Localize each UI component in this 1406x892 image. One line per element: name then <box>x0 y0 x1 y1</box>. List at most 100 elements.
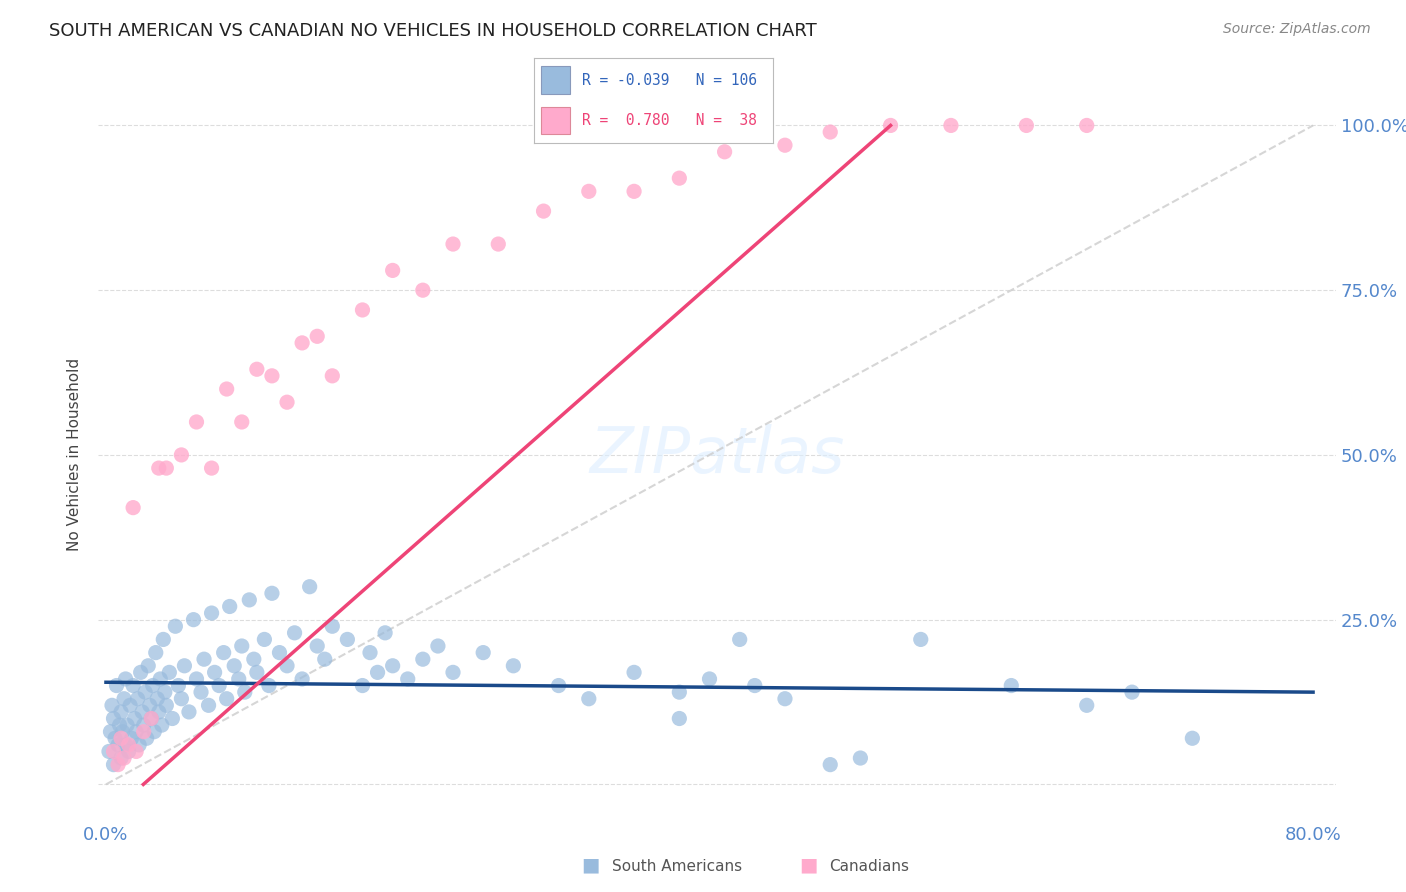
Point <box>728 632 751 647</box>
Point <box>228 672 250 686</box>
Bar <box>541 107 571 134</box>
Point <box>818 757 841 772</box>
Point <box>132 718 155 732</box>
Point <box>623 665 645 680</box>
Point <box>396 672 419 686</box>
Point <box>1121 685 1143 699</box>
Point <box>215 382 238 396</box>
Point <box>110 751 132 765</box>
Point <box>276 658 298 673</box>
Point <box>314 652 336 666</box>
Point <box>167 679 190 693</box>
Point <box>879 119 901 133</box>
Point <box>713 145 735 159</box>
Point <box>849 751 872 765</box>
Point <box>117 738 139 752</box>
Point <box>98 744 121 758</box>
Point <box>578 185 600 199</box>
Point <box>157 665 180 680</box>
Point <box>183 613 205 627</box>
Point <box>204 665 226 680</box>
Text: ■: ■ <box>799 855 818 874</box>
Point <box>134 685 156 699</box>
Point <box>117 744 139 758</box>
Point <box>547 679 569 693</box>
Point <box>1181 731 1204 746</box>
Point <box>103 711 125 725</box>
Point <box>124 711 146 725</box>
Bar <box>541 67 571 94</box>
Point <box>224 658 246 673</box>
Point <box>623 185 645 199</box>
Point <box>291 335 314 350</box>
Point <box>170 448 193 462</box>
Point <box>162 711 184 725</box>
Point <box>107 757 129 772</box>
Point <box>307 329 329 343</box>
Point <box>208 679 231 693</box>
Text: South Americans: South Americans <box>612 859 742 874</box>
Point <box>321 368 343 383</box>
Point <box>231 415 253 429</box>
Point <box>132 724 155 739</box>
Y-axis label: No Vehicles in Household: No Vehicles in Household <box>67 359 83 551</box>
Point <box>146 691 169 706</box>
Point <box>352 302 374 317</box>
Point <box>910 632 932 647</box>
Point <box>1015 119 1038 133</box>
Point <box>101 698 124 713</box>
Point <box>412 283 434 297</box>
Point <box>238 593 260 607</box>
Point <box>150 718 173 732</box>
Point <box>148 705 170 719</box>
Text: Source: ZipAtlas.com: Source: ZipAtlas.com <box>1223 22 1371 37</box>
Text: R =  0.780   N =  38: R = 0.780 N = 38 <box>582 113 756 128</box>
Point <box>699 672 721 686</box>
Point <box>298 580 321 594</box>
Point <box>111 724 134 739</box>
Point <box>1076 119 1098 133</box>
Point <box>141 711 163 725</box>
Point <box>578 691 600 706</box>
Point <box>145 646 167 660</box>
Point <box>260 586 283 600</box>
Point <box>773 691 796 706</box>
Point <box>246 665 269 680</box>
Point <box>472 646 495 660</box>
Text: ■: ■ <box>581 855 600 874</box>
Point <box>100 724 122 739</box>
Point <box>136 658 159 673</box>
Point <box>668 171 690 186</box>
Point <box>502 658 524 673</box>
Point <box>291 672 314 686</box>
Point <box>1000 679 1022 693</box>
Point <box>374 625 396 640</box>
Point <box>155 698 177 713</box>
Point <box>121 731 143 746</box>
Point <box>441 665 464 680</box>
Text: R = -0.039   N = 106: R = -0.039 N = 106 <box>582 72 756 87</box>
Point <box>110 705 132 719</box>
Point <box>149 672 172 686</box>
Point <box>412 652 434 666</box>
Text: Canadians: Canadians <box>830 859 910 874</box>
Point <box>212 646 235 660</box>
Point <box>110 731 132 746</box>
Point <box>218 599 240 614</box>
Point <box>1076 698 1098 713</box>
Point <box>336 632 359 647</box>
Point <box>284 625 307 640</box>
Point <box>104 731 127 746</box>
Point <box>143 724 166 739</box>
Point <box>441 237 464 252</box>
Point <box>426 639 449 653</box>
Point <box>141 711 163 725</box>
Point <box>107 738 129 752</box>
Point <box>246 362 269 376</box>
Point <box>170 691 193 706</box>
Point <box>381 263 404 277</box>
Point <box>486 237 509 252</box>
Point <box>939 119 962 133</box>
Text: SOUTH AMERICAN VS CANADIAN NO VEHICLES IN HOUSEHOLD CORRELATION CHART: SOUTH AMERICAN VS CANADIAN NO VEHICLES I… <box>49 22 817 40</box>
Point <box>135 731 157 746</box>
